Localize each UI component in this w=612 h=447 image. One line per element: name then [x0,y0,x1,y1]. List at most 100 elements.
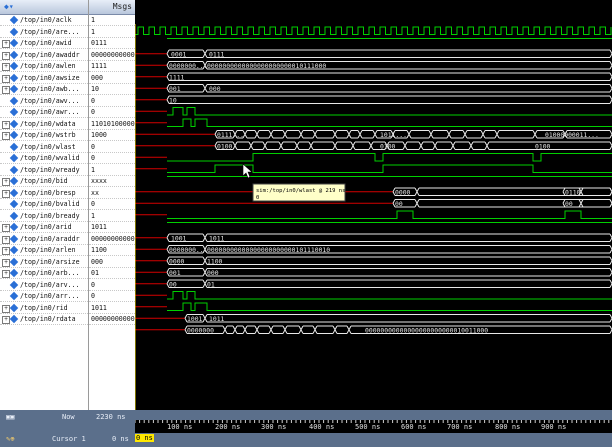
signal-row[interactable]: /top/in0/arr... [0,291,88,302]
signal-row[interactable]: + /top/in0/wstrb [0,130,88,141]
signal-name: /top/in0/awv... [20,96,80,105]
expand-icon[interactable]: + [2,224,10,232]
signal-value: 1 [91,16,95,24]
expand-icon[interactable]: + [2,247,10,255]
signal-name: /top/in0/awr... [20,108,80,116]
signal-icon [9,234,19,243]
expand-icon[interactable]: + [2,270,10,278]
bus-segment [373,141,390,150]
signal-row[interactable]: + /top/in0/rid [0,303,88,314]
expand-icon[interactable]: + [2,86,10,94]
signal-row[interactable]: /top/in0/arv... [0,280,88,291]
expand-icon[interactable]: + [2,189,10,198]
expand-icon[interactable]: + [2,63,10,71]
signal-row[interactable]: + /top/in0/arid [0,222,88,233]
bus-edge [166,84,170,93]
now-value: 2230 ns [96,413,126,421]
signal-row[interactable]: + /top/in0/araddr [0,234,88,245]
bus-segment [351,130,363,139]
signal-row[interactable]: /top/in0/wvalid [0,153,88,164]
clock-wave [135,26,612,35]
cursor-icon[interactable]: ✎⊕ [6,435,15,443]
tooltip-text: sim:/top/in0/wlast @ 219 ns [256,188,345,194]
expand-icon[interactable]: + [2,178,10,186]
signal-value: 0 [91,200,95,208]
signal-icon [9,130,19,140]
wave-window-icon[interactable]: ◆▾ [4,2,14,11]
bus-label: 00 [395,200,403,208]
bus-segment [259,325,274,334]
time-ruler[interactable]: 100 ns 200 ns 300 ns 400 ns 500 ns 600 ns 700 … [135,420,612,442]
signal-name: /top/in0/awlen [20,62,76,70]
expand-icon[interactable]: + [2,120,10,129]
signal-row[interactable]: /top/in0/wlast [0,142,88,153]
cursor-label: Cursor 1 [52,435,86,443]
signal-row[interactable]: /top/in0/bvalid [0,199,88,210]
signal-name: /top/in0/wstrb [20,131,76,139]
signal-value: 1011 [91,303,107,312]
bus-edge [562,199,566,208]
bus-label: 000 [209,85,221,93]
expand-icon[interactable]: + [2,304,10,313]
signal-row[interactable]: + /top/in0/awb... [0,84,88,95]
bus-edge [166,49,170,58]
signal-name: /top/in0/bid [20,177,68,185]
signal-row[interactable]: /top/in0/bready [0,211,88,222]
signal-row[interactable]: + /top/in0/awlen [0,61,88,72]
bus-segment [207,279,612,288]
expand-icon[interactable]: + [2,316,10,324]
signal-row[interactable]: + /top/in0/awid [0,38,88,49]
bus-segment [207,314,612,323]
signal-icon [9,61,19,71]
signal-value-row: 0 [89,96,135,107]
signal-value: 0 [91,96,95,105]
signal-icon [9,96,19,105]
signal-value-row: 0 [89,153,135,164]
bus-segment [419,187,612,196]
signal-row[interactable]: + /top/in0/awaddr [0,50,88,61]
expand-icon[interactable]: + [2,258,10,267]
bus-segment [187,325,228,334]
signal-name: /top/in0/are... [20,27,80,36]
signal-value: xx [91,188,99,197]
signal-icon [9,314,19,324]
expand-icon[interactable]: + [2,235,10,244]
signal-row[interactable]: + /top/in0/bid [0,176,88,187]
signal-value-row: 01 [89,268,135,279]
bus-label: 0000 [395,188,411,196]
expand-icon[interactable]: + [2,40,10,48]
signal-row[interactable]: /top/in0/awr... [0,107,88,118]
bus-label: 1100 [207,257,223,265]
cursor-marker[interactable]: 0 ns [135,434,154,442]
time-tick-label: 800 ns [495,423,521,431]
bus-label: 0111... [217,131,244,139]
signal-value: 1 [91,27,95,36]
signal-row[interactable]: + /top/in0/awsize [0,73,88,84]
signal-row[interactable]: + /top/in0/rdata [0,314,88,325]
signal-row[interactable]: /top/in0/aclk [0,15,88,26]
expand-icon[interactable]: + [2,74,10,83]
signal-row[interactable]: + /top/in0/arb... [0,268,88,279]
signal-row[interactable]: /top/in0/wready [0,165,88,176]
signal-value: 1000 [91,131,107,139]
bus-segment [169,268,208,277]
signal-row[interactable]: /top/in0/awv... [0,96,88,107]
signal-value-row: 00000000000000 [89,314,135,325]
expand-icon[interactable]: + [2,51,10,60]
value-pane-header: Msgs [89,0,135,15]
signal-row[interactable]: + /top/in0/arsize [0,257,88,268]
expand-icon[interactable]: + [2,132,10,140]
signal-row[interactable]: + /top/in0/arlen [0,245,88,256]
signal-name: /top/in0/rid [20,303,68,312]
signal-name: /top/in0/awid [20,39,72,47]
tooltip-value: 0 [256,195,259,201]
signal-row[interactable]: + /top/in0/bresp [0,188,88,199]
signal-row[interactable]: + /top/in0/wdata [0,119,88,130]
signal-row[interactable]: /top/in0/are... [0,27,88,38]
bus-edge [166,72,170,81]
bus-segment [389,141,408,150]
signal-name: /top/in0/aclk [20,16,72,24]
signal-value: 1011 [91,223,107,231]
